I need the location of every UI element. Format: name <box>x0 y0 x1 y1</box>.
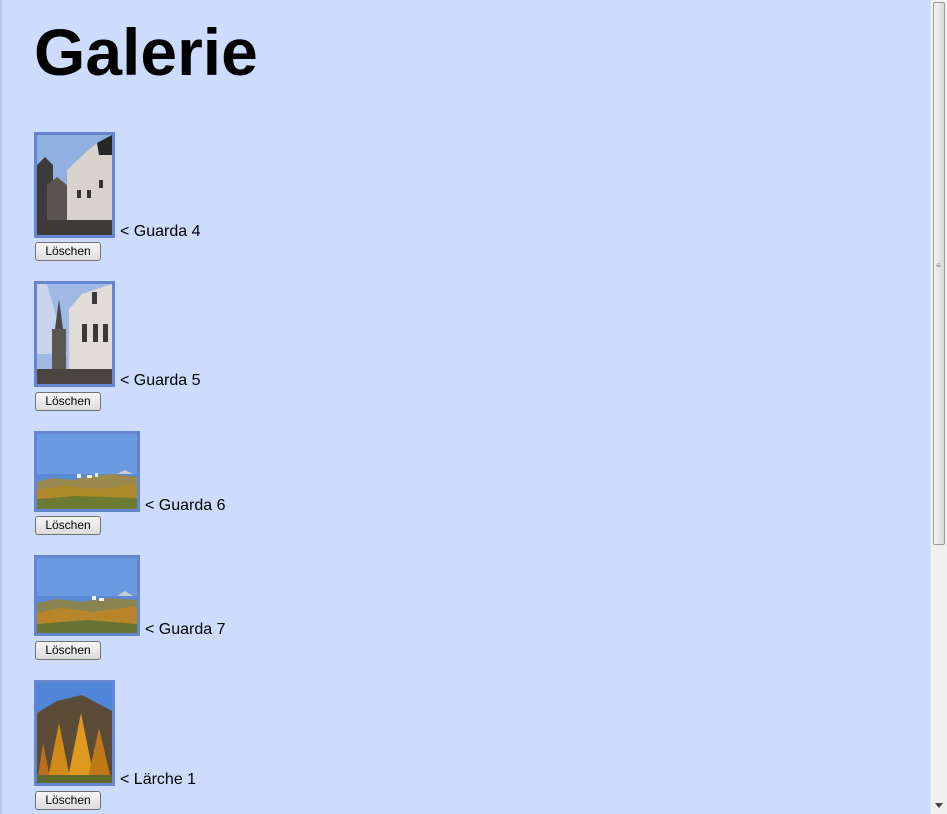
scrollbar-thumb[interactable]: ≡ <box>933 2 945 545</box>
gallery-thumbnail[interactable] <box>34 132 115 238</box>
village-street-photo <box>37 135 112 235</box>
gallery-caption: < Guarda 6 <box>145 497 226 514</box>
delete-button[interactable]: Löschen <box>35 242 101 261</box>
delete-button[interactable]: Löschen <box>35 516 101 535</box>
gallery-caption: < Lärche 1 <box>120 771 197 788</box>
gallery-caption: < Guarda 7 <box>145 621 226 638</box>
grip-icon: ≡ <box>936 261 941 270</box>
scroll-down-arrow-icon[interactable] <box>935 803 943 808</box>
village-landscape-photo <box>37 434 137 509</box>
delete-button[interactable]: Löschen <box>35 641 101 660</box>
larch-trees-photo <box>37 683 112 783</box>
window-edge <box>0 0 2 814</box>
village-landscape-photo <box>37 558 137 633</box>
delete-button[interactable]: Löschen <box>35 392 101 411</box>
vertical-scrollbar[interactable]: ≡ <box>930 0 947 814</box>
delete-button[interactable]: Löschen <box>35 791 101 810</box>
gallery-thumbnail[interactable] <box>34 431 140 512</box>
gallery-thumbnail[interactable] <box>34 281 115 387</box>
page-title: Galerie <box>34 15 258 89</box>
church-tower-photo <box>37 284 112 384</box>
gallery-thumbnail[interactable] <box>34 680 115 786</box>
gallery-thumbnail[interactable] <box>34 555 140 636</box>
gallery-caption: < Guarda 5 <box>120 372 201 389</box>
gallery-caption: < Guarda 4 <box>120 223 201 240</box>
